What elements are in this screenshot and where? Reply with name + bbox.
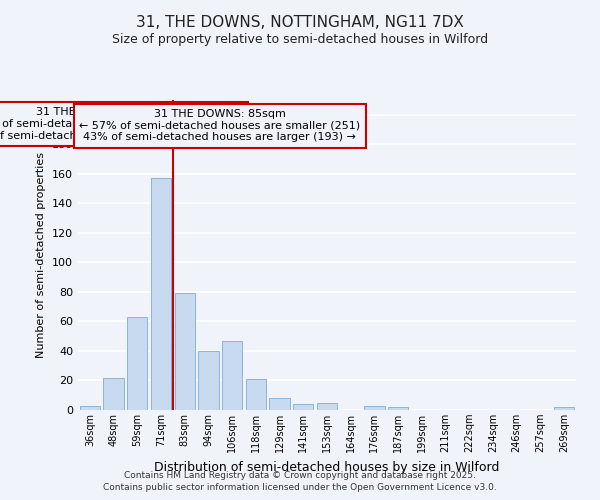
X-axis label: Distribution of semi-detached houses by size in Wilford: Distribution of semi-detached houses by … bbox=[154, 460, 500, 473]
Text: Size of property relative to semi-detached houses in Wilford: Size of property relative to semi-detach… bbox=[112, 32, 488, 46]
Bar bbox=[175, 294, 195, 410]
Bar bbox=[222, 340, 242, 410]
Bar bbox=[364, 406, 385, 410]
Bar bbox=[80, 406, 100, 410]
Bar bbox=[269, 398, 290, 410]
Text: 31, THE DOWNS, NOTTINGHAM, NG11 7DX: 31, THE DOWNS, NOTTINGHAM, NG11 7DX bbox=[136, 15, 464, 30]
Bar bbox=[554, 407, 574, 410]
Text: Contains HM Land Registry data © Crown copyright and database right 2025.
Contai: Contains HM Land Registry data © Crown c… bbox=[103, 471, 497, 492]
Bar bbox=[246, 379, 266, 410]
Bar bbox=[151, 178, 171, 410]
Bar bbox=[199, 351, 218, 410]
Bar bbox=[293, 404, 313, 410]
Text: 31 THE DOWNS: 85sqm
← 57% of semi-detached houses are smaller (251)
43% of semi-: 31 THE DOWNS: 85sqm ← 57% of semi-detach… bbox=[0, 108, 242, 140]
Bar bbox=[103, 378, 124, 410]
Bar bbox=[388, 407, 408, 410]
Y-axis label: Number of semi-detached properties: Number of semi-detached properties bbox=[37, 152, 46, 358]
Bar bbox=[317, 402, 337, 410]
Bar bbox=[127, 317, 148, 410]
Text: 31 THE DOWNS: 85sqm
← 57% of semi-detached houses are smaller (251)
43% of semi-: 31 THE DOWNS: 85sqm ← 57% of semi-detach… bbox=[79, 110, 361, 142]
